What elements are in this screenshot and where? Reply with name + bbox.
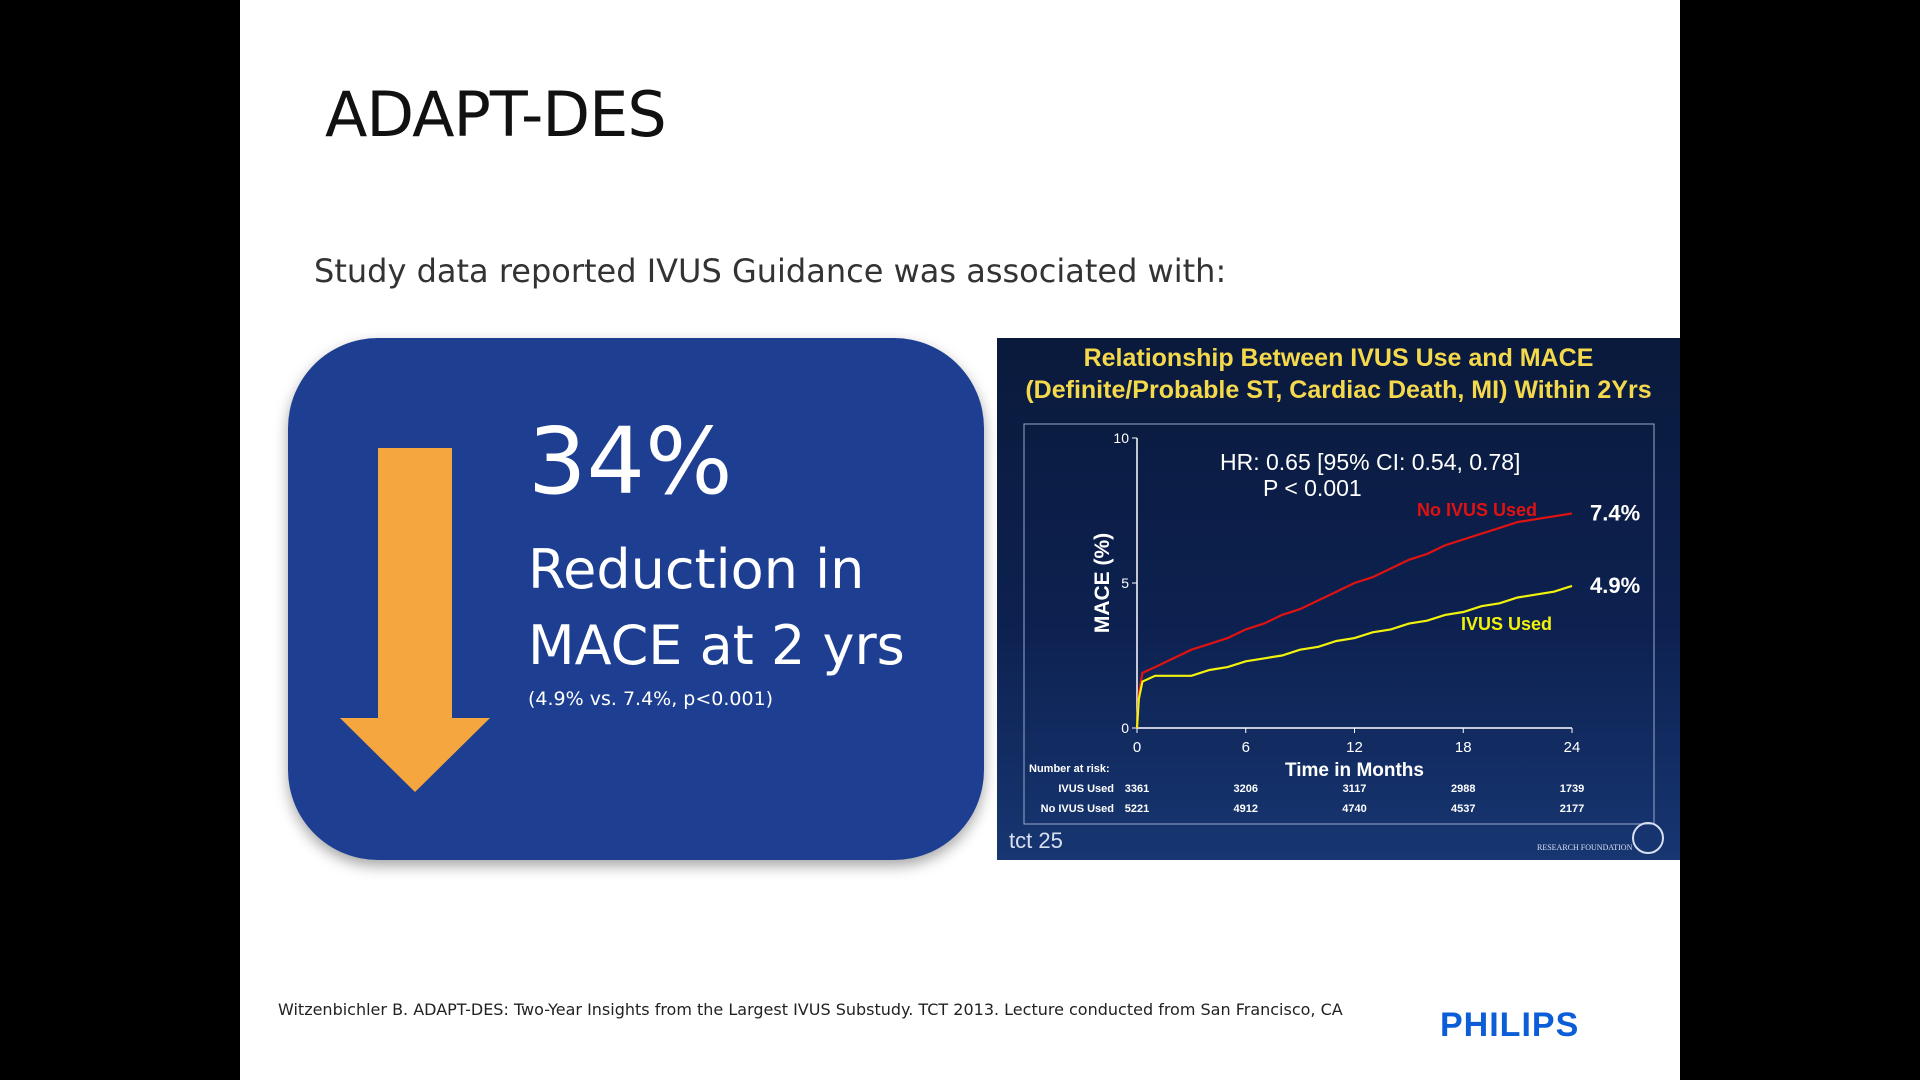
slide: ADAPT-DES Study data reported IVUS Guida… bbox=[240, 0, 1680, 1080]
p-annotation: P < 0.001 bbox=[1263, 475, 1362, 501]
stat-line-1: Reduction in bbox=[528, 538, 865, 601]
risk-cell: 5221 bbox=[1125, 803, 1149, 815]
x-tick-label: 6 bbox=[1242, 739, 1250, 756]
risk-cell: 1739 bbox=[1560, 783, 1584, 795]
risk-cell: 4740 bbox=[1342, 803, 1366, 815]
risk-cell: 4537 bbox=[1451, 803, 1475, 815]
risk-row-label: No IVUS Used bbox=[1041, 803, 1114, 815]
risk-table-header: Number at risk: bbox=[1029, 763, 1110, 775]
risk-cell: 2177 bbox=[1560, 803, 1584, 815]
y-tick-label: 5 bbox=[1121, 575, 1129, 591]
stat-line-2: MACE at 2 yrs bbox=[528, 614, 905, 677]
series-label-no-ivus: No IVUS Used bbox=[1417, 500, 1537, 520]
series-line-no-ivus-used bbox=[1135, 512, 1573, 729]
x-tick-label: 0 bbox=[1133, 739, 1141, 756]
philips-logo: PHILIPS bbox=[1440, 1006, 1580, 1044]
y-tick-label: 10 bbox=[1113, 430, 1129, 446]
plot-frame bbox=[1023, 423, 1655, 825]
stat-box: 34% Reduction in MACE at 2 yrs (4.9% vs.… bbox=[288, 338, 984, 860]
risk-cell: 3361 bbox=[1125, 783, 1149, 795]
risk-cell: 4912 bbox=[1234, 803, 1258, 815]
stat-percent: 34% bbox=[528, 408, 733, 515]
hr-annotation: HR: 0.65 [95% CI: 0.54, 0.78] bbox=[1220, 449, 1520, 475]
end-label-no-ivus-used: 7.4% bbox=[1590, 500, 1640, 525]
series-label-ivus: IVUS Used bbox=[1461, 614, 1552, 634]
x-axis-label: Time in Months bbox=[1285, 760, 1424, 781]
chart-subtitle: (Definite/Probable ST, Cardiac Death, MI… bbox=[1025, 376, 1652, 404]
foundation-logo: RESEARCH FOUNDATION bbox=[1537, 843, 1633, 852]
chart-title: Relationship Between IVUS Use and MACE bbox=[1083, 344, 1594, 372]
risk-row-label: IVUS Used bbox=[1058, 783, 1114, 795]
risk-cell: 2988 bbox=[1451, 783, 1475, 795]
y-axis-label: MACE (%) bbox=[1091, 533, 1114, 633]
tct-logo: tct 25 bbox=[1009, 828, 1063, 853]
down-arrow-icon bbox=[340, 448, 490, 792]
end-label-ivus-used: 4.9% bbox=[1590, 573, 1640, 598]
x-tick-label: 18 bbox=[1455, 739, 1472, 756]
seal-icon bbox=[1632, 822, 1664, 854]
series-line-ivus-used bbox=[1135, 584, 1573, 729]
y-tick-label: 0 bbox=[1121, 720, 1129, 736]
km-chart: 0 5 10 0 6 12 18 24 MACE (%) Time in Months HR: 0.… bbox=[1009, 423, 1664, 854]
stat-note: (4.9% vs. 7.4%, p<0.001) bbox=[528, 688, 774, 710]
x-tick-label: 12 bbox=[1346, 739, 1363, 756]
citation: Witzenbichler B. ADAPT-DES: Two-Year Ins… bbox=[278, 1000, 1343, 1019]
slide-title: ADAPT-DES bbox=[325, 78, 667, 151]
chart-panel: Relationship Between IVUS Use and MACE (… bbox=[997, 338, 1680, 860]
x-tick-label: 24 bbox=[1564, 739, 1581, 756]
risk-cell: 3117 bbox=[1343, 783, 1367, 795]
risk-cell: 3206 bbox=[1234, 783, 1258, 795]
slide-subtitle: Study data reported IVUS Guidance was as… bbox=[314, 252, 1227, 290]
